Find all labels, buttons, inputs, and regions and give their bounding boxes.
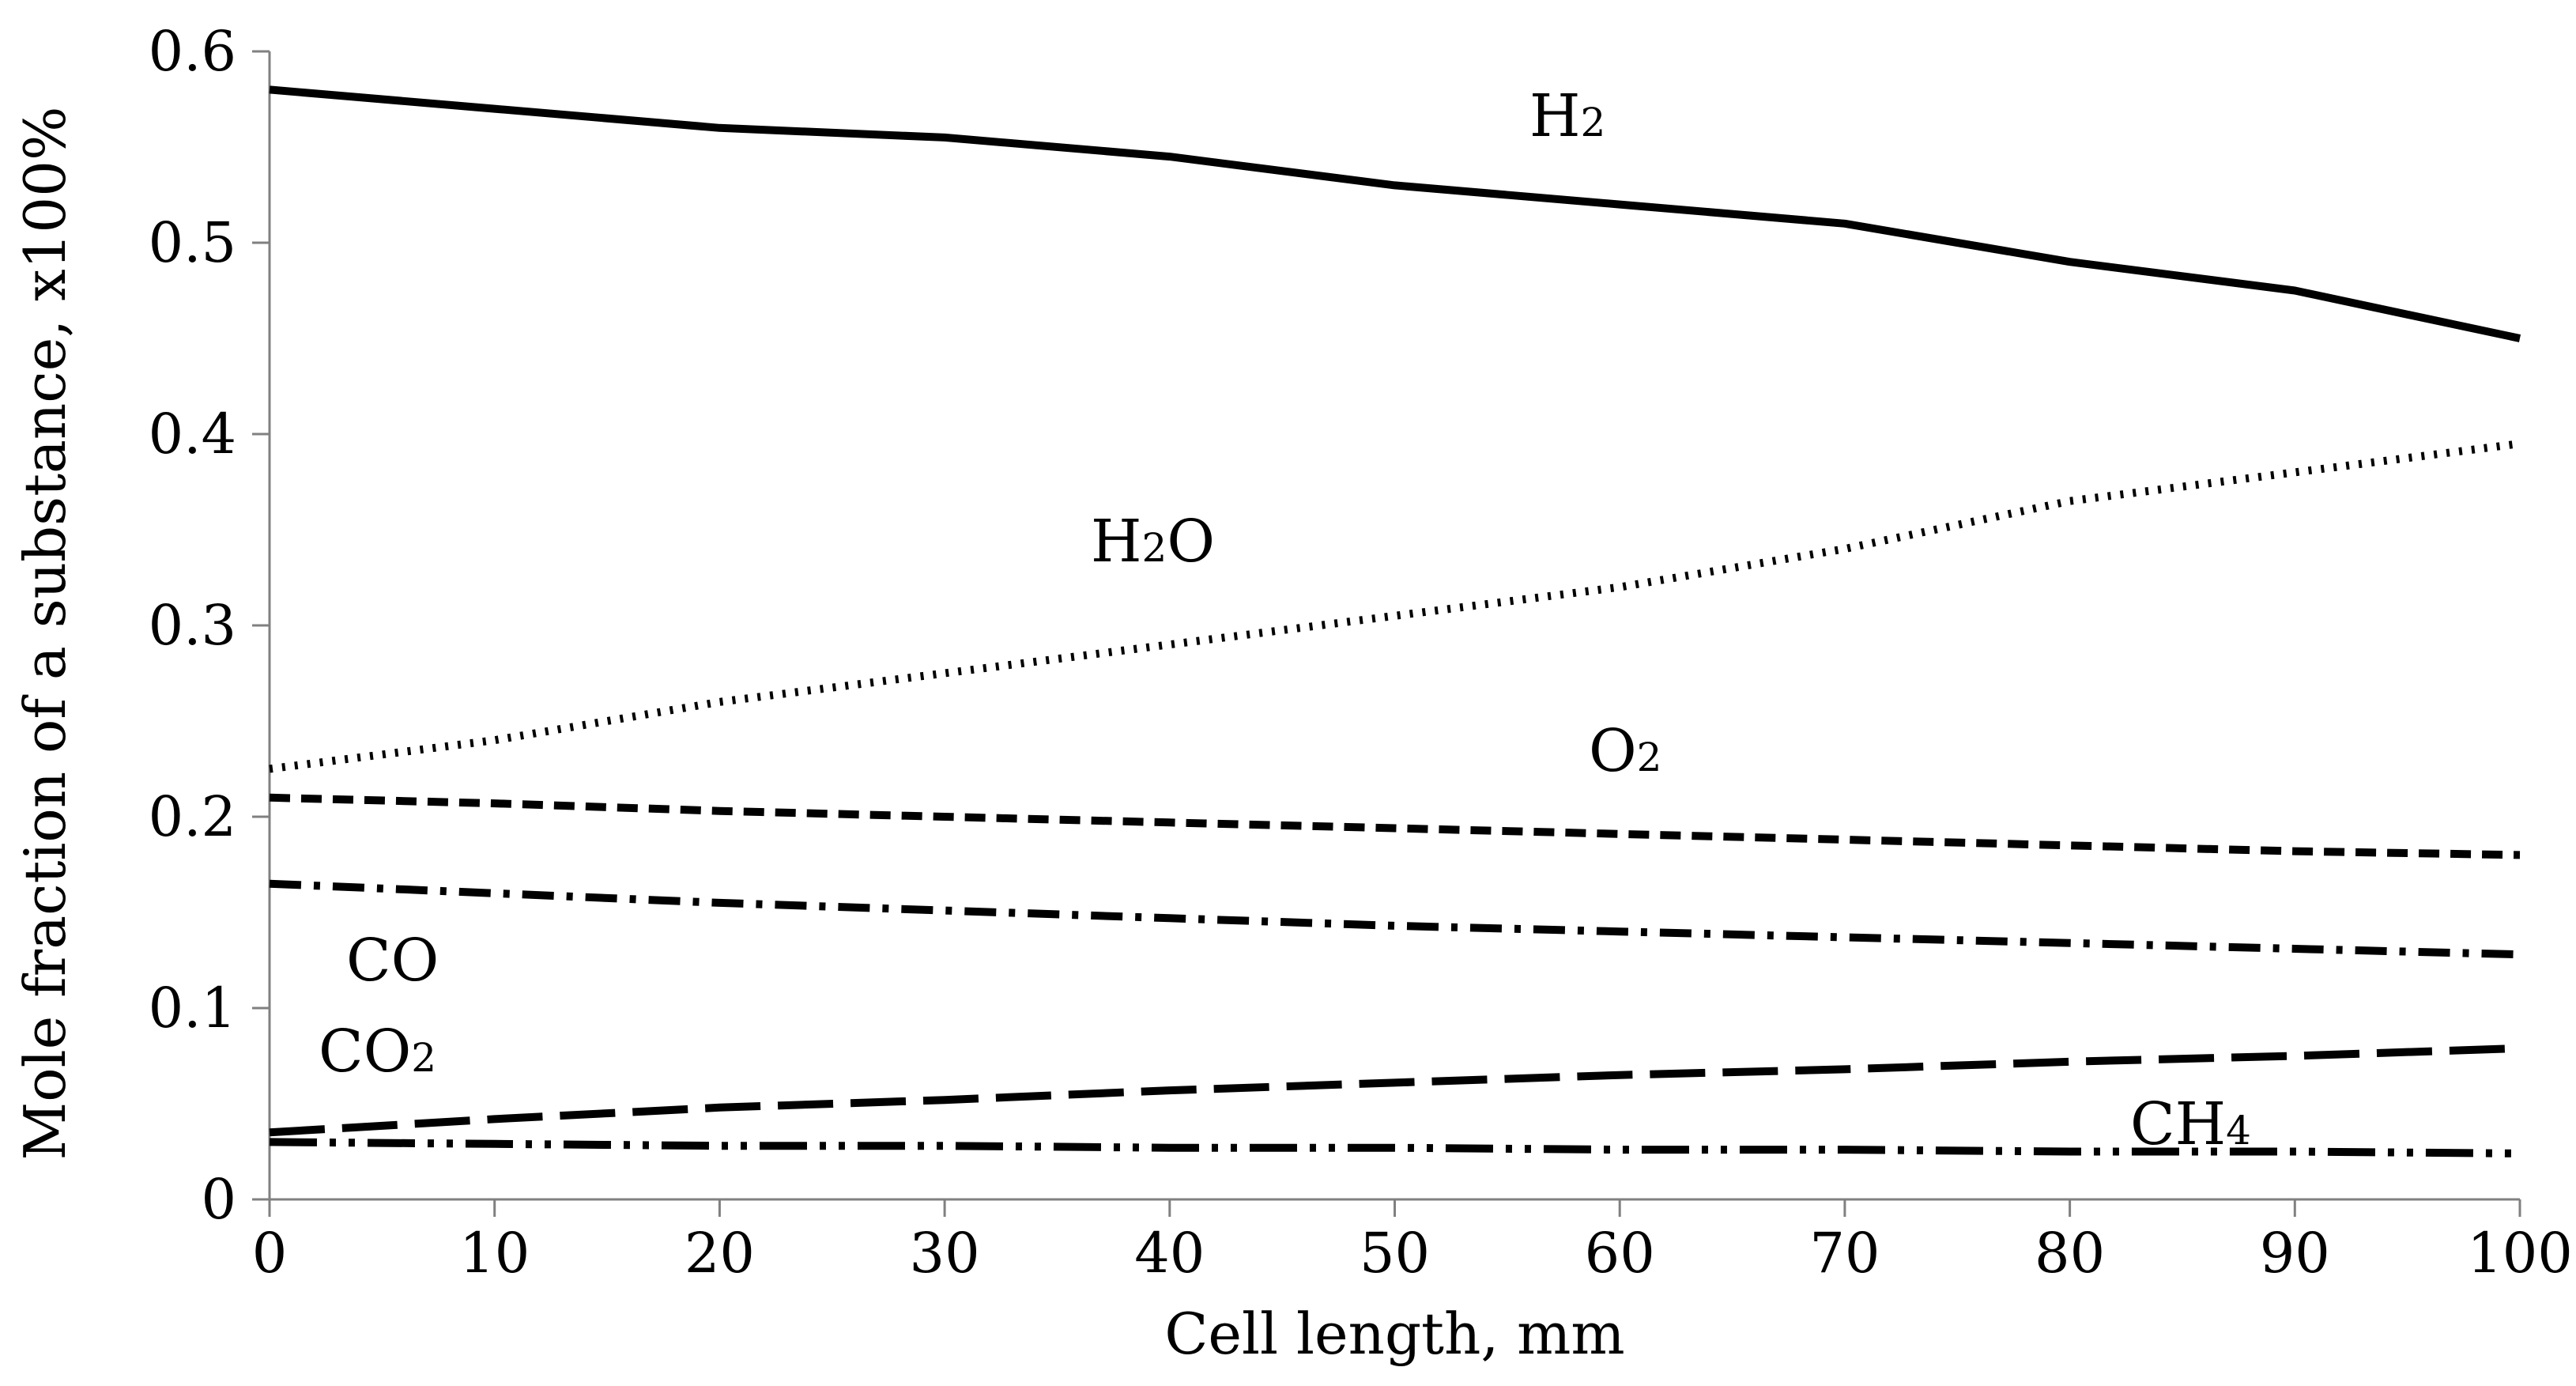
series-label-main: CH	[2130, 1090, 2226, 1158]
x-tick-label: 20	[685, 1221, 755, 1286]
series-label-main: O	[1589, 717, 1637, 785]
x-axis: 0 10 20 30 40 50 60 70 80 90 100	[252, 1198, 2573, 1286]
series-lines	[269, 85, 2521, 1158]
y-tick-label: 0.4	[149, 402, 236, 466]
series-label-ch4: CH4	[2130, 1090, 2251, 1158]
series-label-o2: O2	[1589, 717, 1661, 785]
y-tick-label: 0.2	[149, 784, 236, 849]
series-label-main: H	[1091, 508, 1142, 576]
x-tick-label: 10	[459, 1221, 530, 1286]
series-label-subscript: 2	[1581, 100, 1606, 145]
x-tick-label: 30	[910, 1221, 980, 1286]
series-label-subscript: 2	[411, 1035, 436, 1081]
series-label-h2o: H2O	[1091, 508, 1215, 576]
series-label-subscript: 2	[1637, 735, 1662, 780]
series-label-subscript: 4	[2226, 1108, 2251, 1154]
series-label-tail: O	[1167, 508, 1215, 576]
y-tick-label: 0.5	[149, 210, 236, 275]
y-axis: 0 0.1 0.2 0.3 0.4 0.5 0.6	[149, 19, 271, 1232]
x-tick-label: 40	[1134, 1221, 1205, 1286]
series-line-h2	[269, 85, 2521, 342]
series-label-main: CO	[346, 927, 439, 995]
y-tick-label: 0.3	[149, 593, 236, 658]
x-tick-label: 70	[1809, 1221, 1880, 1286]
x-tick-label: 90	[2260, 1221, 2330, 1286]
x-tick-label: 0	[252, 1221, 288, 1286]
series-label-h2: H2	[1529, 82, 1605, 150]
y-tick-label: 0	[201, 1167, 236, 1232]
y-tick-label: 0.1	[149, 976, 236, 1040]
x-tick-label: 60	[1585, 1221, 1655, 1286]
y-tick-label: 0.6	[149, 19, 236, 84]
series-line-h2o	[269, 440, 2521, 773]
y-axis-title: Mole fraction of a substance, x100%	[12, 107, 78, 1161]
x-tick-label: 50	[1360, 1221, 1430, 1286]
series-label-main: H	[1529, 82, 1581, 150]
series-line-co	[269, 879, 2521, 959]
x-tick-label: 100	[2467, 1221, 2573, 1286]
x-axis-title: Cell length, mm	[1164, 1301, 1624, 1367]
series-label-co2: CO2	[319, 1018, 436, 1086]
series-line-ch4	[269, 1138, 2521, 1158]
series-line-o2	[269, 793, 2521, 859]
series-label-co: CO	[346, 927, 439, 995]
series-line-co2	[269, 1044, 2521, 1137]
series-label-main: CO	[319, 1018, 411, 1086]
series-label-subscript: 2	[1142, 525, 1167, 571]
x-tick-label: 80	[2035, 1221, 2105, 1286]
